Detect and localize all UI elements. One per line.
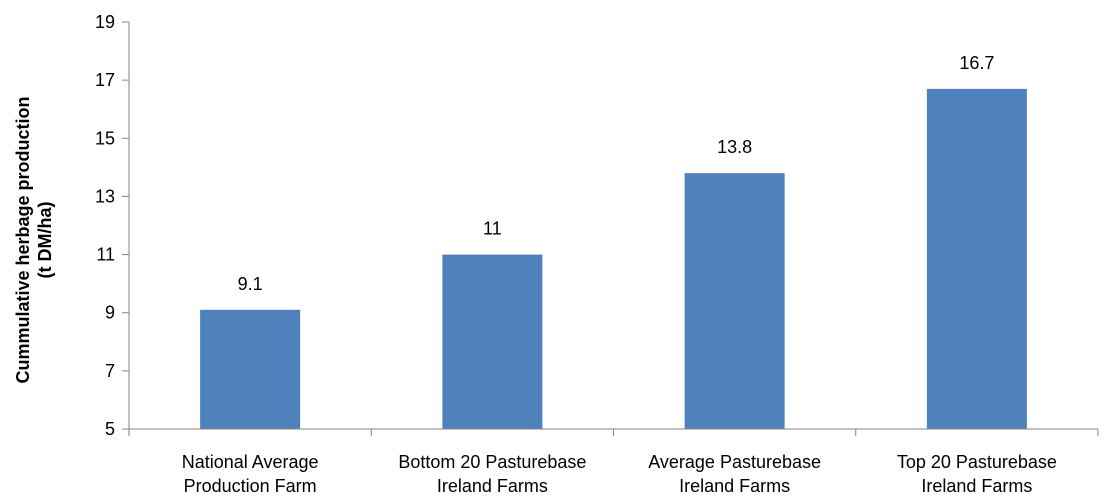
x-category-label: Average Pasturebase	[648, 452, 821, 472]
bar	[200, 309, 301, 429]
bars-group	[200, 88, 1027, 429]
data-labels-group: 9.1 11 13.8 16.7	[238, 53, 995, 294]
y-tick-label: 17	[95, 70, 115, 90]
bar	[926, 88, 1027, 429]
x-category-label: Ireland Farms	[437, 476, 548, 496]
y-tick-label: 7	[105, 361, 115, 381]
bar-value-label: 11	[483, 219, 502, 239]
bar	[442, 254, 543, 429]
bar	[684, 173, 785, 429]
x-category-label: Ireland Farms	[921, 476, 1032, 496]
y-tick-label: 13	[95, 186, 115, 206]
x-category-label: Ireland Farms	[679, 476, 790, 496]
y-axis-title: Cummulative herbage production (t DM/ha)	[13, 96, 55, 383]
y-tick-label: 11	[96, 245, 115, 265]
y-tick-label: 19	[95, 12, 115, 32]
bar-value-label: 16.7	[959, 53, 994, 73]
y-axis-title-line-2: (t DM/ha)	[35, 202, 55, 279]
x-category-label: National Average	[182, 452, 319, 472]
y-tick-label: 9	[105, 303, 115, 323]
x-axis: National Average Production Farm Bottom 20…	[128, 428, 1099, 496]
x-category-label: Bottom 20 Pasturebase	[398, 452, 586, 472]
bar-value-label: 13.8	[717, 137, 752, 157]
x-category-label: Production Farm	[184, 476, 317, 496]
y-tick-label: 5	[105, 419, 115, 439]
y-axis-title-line-1: Cummulative herbage production	[13, 96, 33, 383]
y-tick-label: 15	[95, 128, 115, 148]
x-category-label: Top 20 Pasturebase	[897, 452, 1057, 472]
bar-value-label: 9.1	[238, 274, 263, 294]
y-axis: 5 7 9 11 13 15 17 19	[95, 12, 130, 439]
